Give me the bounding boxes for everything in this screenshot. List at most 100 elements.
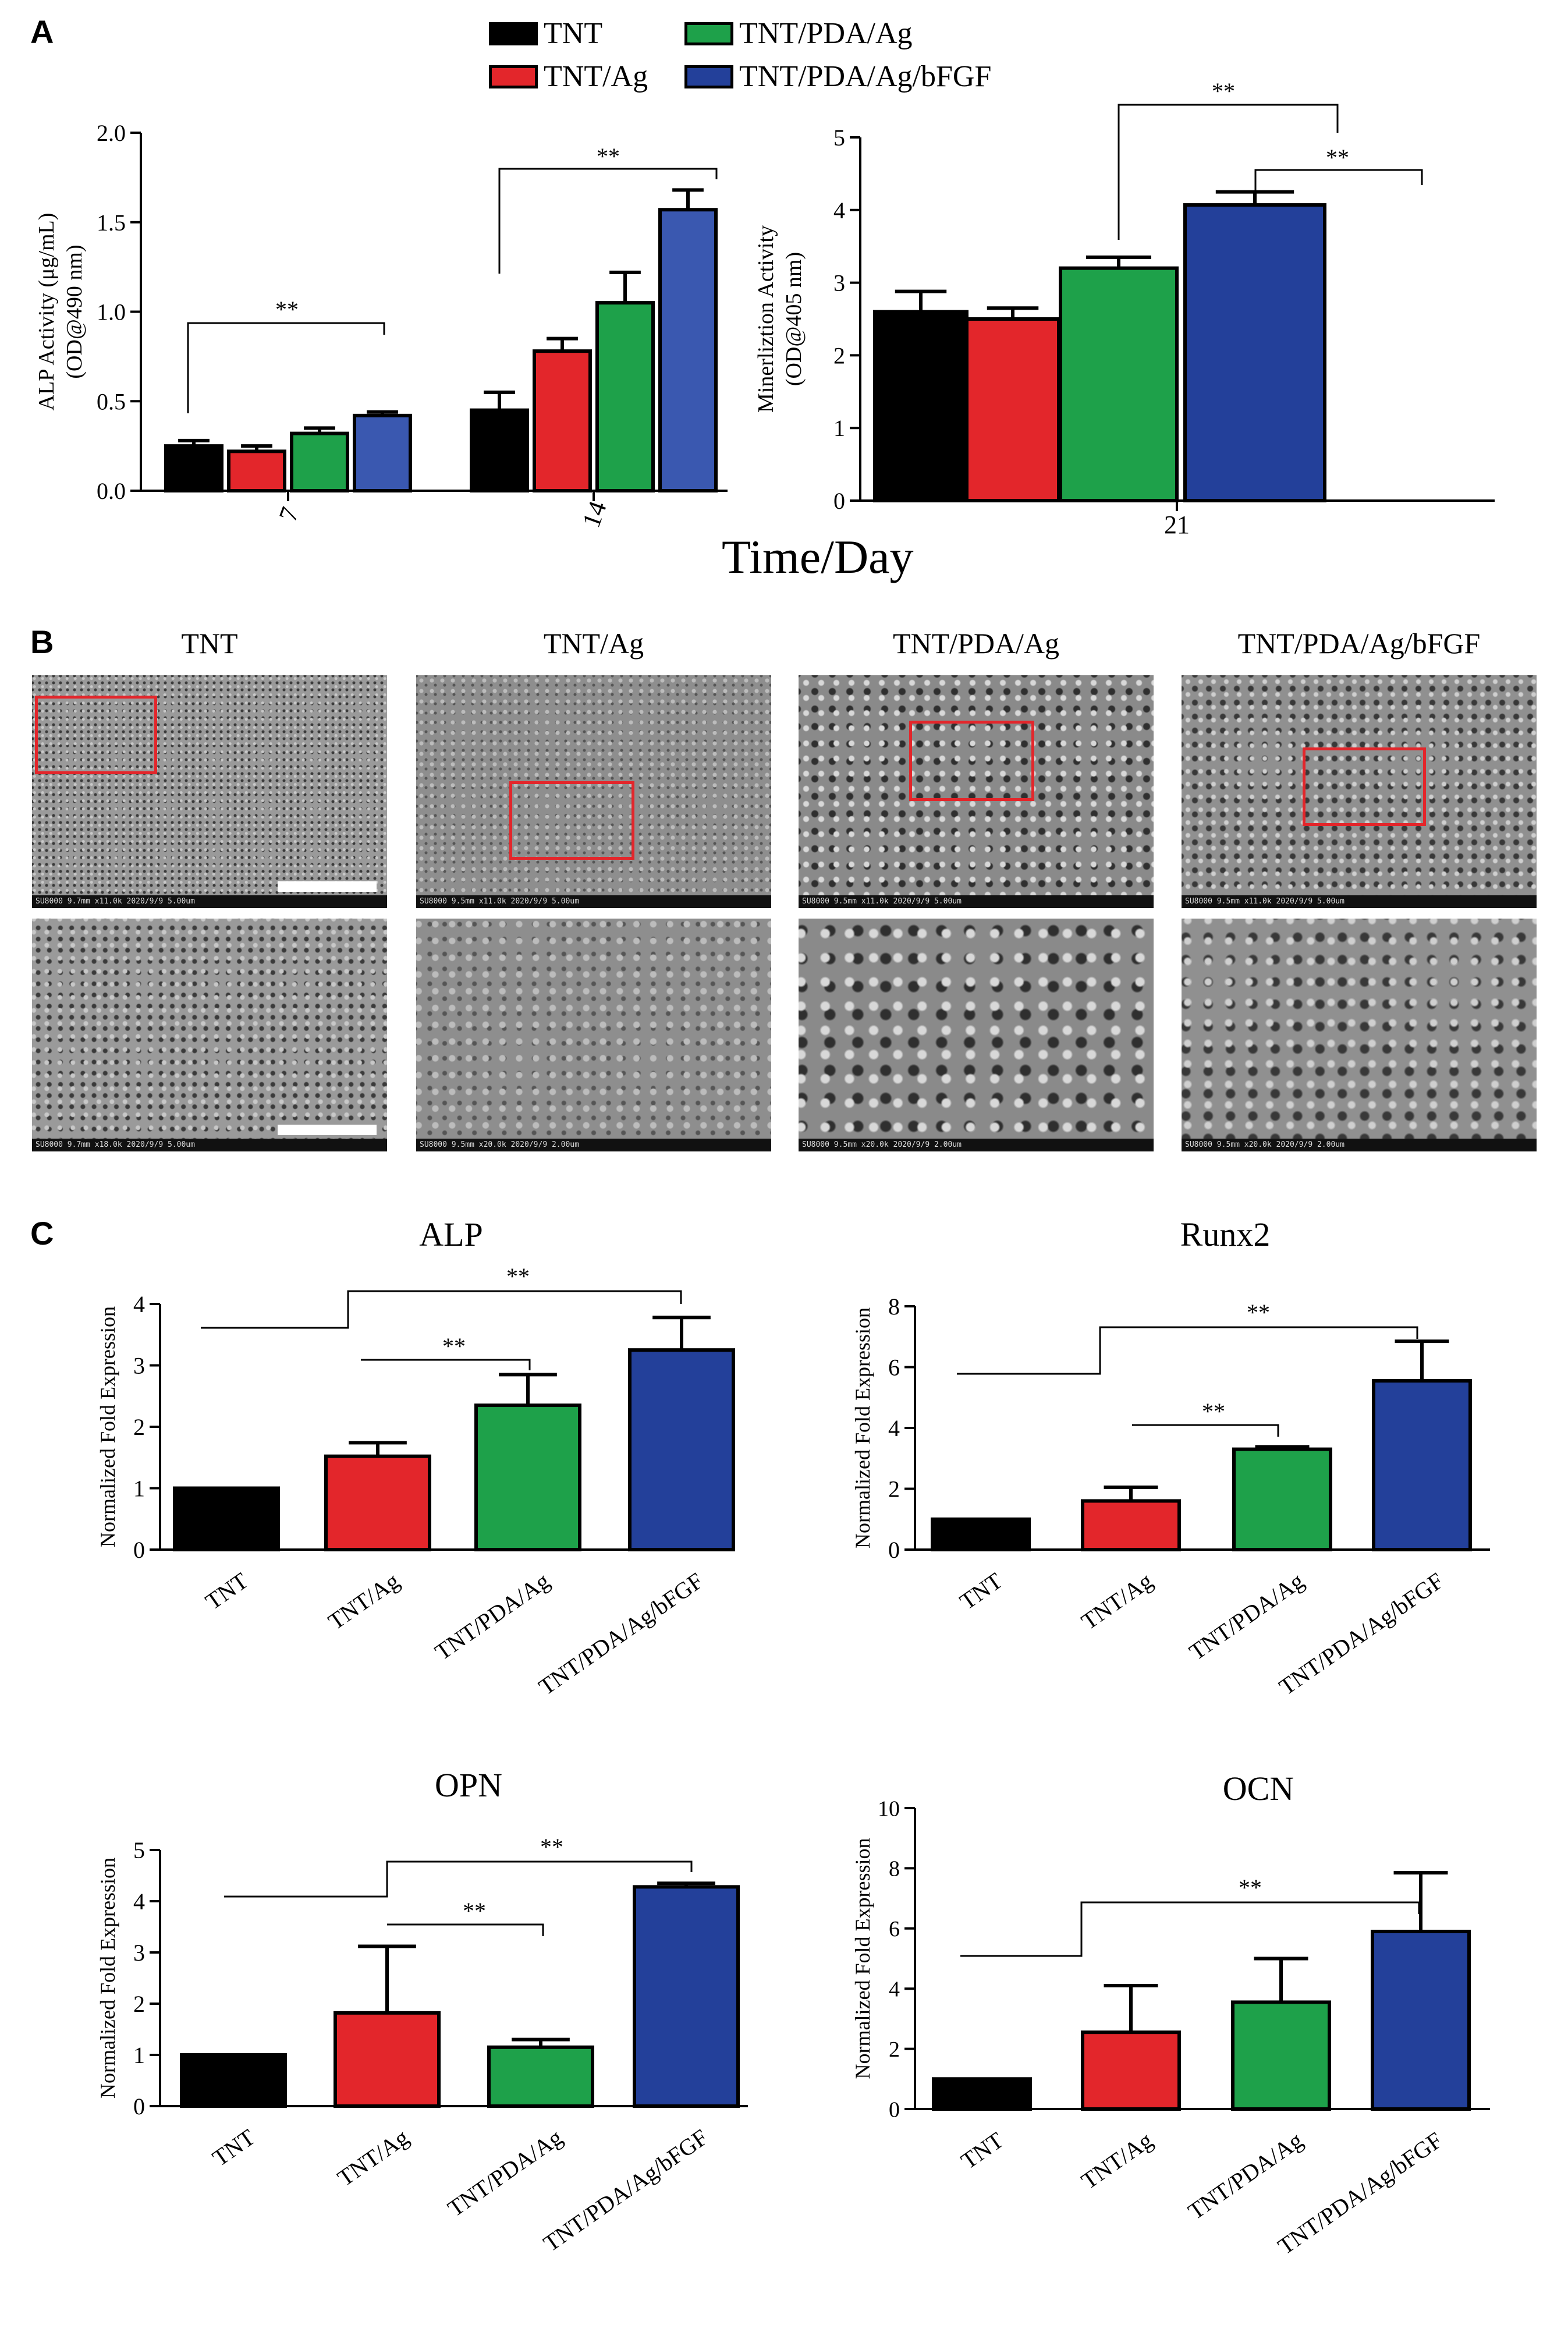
alp-activity-sig-bracket-day14-label: ** bbox=[597, 143, 620, 169]
opn-expression-xtick-label: TNT/PDA/Ag bbox=[443, 2124, 567, 2222]
ocn-expression-sig-bracket-1 bbox=[960, 1901, 1420, 1957]
sem-zoom-region bbox=[1303, 747, 1426, 826]
mineralization-ytick-label: 3 bbox=[833, 270, 845, 296]
sem-info-bar: SU8000 9.5mm x20.0k 2020/9/9 2.00um bbox=[799, 1139, 1154, 1151]
alp-expression-bar-tnt-pda-ag-bfgf bbox=[628, 1348, 735, 1551]
alp-expression-sig-bracket-2-label: ** bbox=[442, 1333, 466, 1359]
mineralization-ylabel: (OD@405 nm) bbox=[782, 252, 806, 386]
legend-item-tnt-pda-ag-bfgf: TNT/PDA/Ag/bFGF bbox=[684, 59, 991, 94]
sem-image-tnt-pda-ag-bottom: SU8000 9.5mm x20.0k 2020/9/9 2.00um bbox=[799, 919, 1154, 1151]
opn-expression-ytick-label: 1 bbox=[133, 2042, 145, 2068]
alp-expression-xtick-label: TNT/PDA/Ag bbox=[430, 1568, 554, 1665]
alp-activity-ytick-label: 1.0 bbox=[97, 299, 126, 325]
sem-image-tnt-bottom: SU8000 9.7mm x18.0k 2020/9/9 5.00um bbox=[32, 919, 387, 1151]
sem-texture bbox=[1182, 675, 1537, 908]
panel-label-b: B bbox=[30, 623, 54, 660]
alp-expression-title: ALP bbox=[419, 1215, 483, 1253]
sem-title-tnt: TNT bbox=[181, 627, 238, 660]
runx2-expression-ytick-label: 4 bbox=[888, 1415, 900, 1441]
bar-tnt-pda-ag-day-14 bbox=[595, 301, 655, 492]
alp-activity-xtick-label: 14 bbox=[577, 497, 612, 531]
ocn-expression-ytick-label: 8 bbox=[889, 1857, 900, 1881]
mineralization-sig-bracket-1-label: ** bbox=[1212, 78, 1235, 104]
legend-item-tnt-ag: TNT/Ag bbox=[489, 59, 648, 94]
legend-item-tnt: TNT bbox=[489, 16, 602, 51]
mineralization-sig-bracket-2-label: ** bbox=[1326, 144, 1349, 171]
runx2-expression-title: Runx2 bbox=[1180, 1215, 1271, 1253]
opn-expression-bar-tnt-pda-ag-bfgf bbox=[633, 1885, 740, 2108]
bar-tnt-pda-ag-bfgf-day-14 bbox=[658, 208, 718, 492]
sem-texture bbox=[416, 919, 771, 1151]
runx2-expression-sig-bracket-2 bbox=[1132, 1424, 1279, 1437]
sem-info-bar: SU8000 9.7mm x18.0k 2020/9/9 5.00um bbox=[32, 1139, 387, 1151]
alp-expression-ylabel: Normalized Fold Expression bbox=[96, 1306, 119, 1547]
alp-activity-ylabel: ALP Activity (μg/mL) bbox=[34, 213, 59, 411]
runx2-expression-ytick-label: 6 bbox=[888, 1355, 900, 1381]
opn-expression-ytick-label: 0 bbox=[133, 2093, 145, 2120]
alp-activity-sig-bracket-day14 bbox=[498, 168, 718, 274]
bar-tnt-day-7 bbox=[164, 444, 224, 492]
alp-activity-ytick-label: 2.0 bbox=[97, 120, 126, 146]
sem-title-tnt-pda-ag: TNT/PDA/Ag bbox=[892, 627, 1060, 660]
runx2-expression-sig-bracket-2-label: ** bbox=[1202, 1398, 1225, 1424]
opn-expression-sig-bracket-1 bbox=[224, 1860, 693, 1898]
sem-image-tnt-ag-top: SU8000 9.5mm x11.0k 2020/9/9 5.00um bbox=[416, 675, 771, 908]
ocn-expression-ylabel: Normalized Fold Expression bbox=[851, 1838, 874, 2079]
ocn-expression-sig-bracket-1-label: ** bbox=[1239, 1874, 1262, 1901]
sem-title-tnt-pda-ag-bfgf: TNT/PDA/Ag/bFGF bbox=[1237, 627, 1481, 660]
opn-expression-bar-tnt bbox=[180, 2053, 287, 2108]
ocn-expression-xtick-label: TNT bbox=[956, 2127, 1009, 2174]
bar-tnt-pda-ag-day-7 bbox=[290, 431, 349, 492]
panel-label-c: C bbox=[30, 1215, 54, 1252]
bar-tnt-pda-ag-bfgf-day-7 bbox=[353, 413, 412, 492]
alp-expression-sig-bracket-2 bbox=[361, 1359, 531, 1370]
x-axis-label-time-day: Time/Day bbox=[722, 530, 914, 583]
mineralization-xtick-label: 21 bbox=[1164, 511, 1190, 539]
mineralization-ylabel: Minerliztion Activity bbox=[754, 225, 778, 413]
opn-expression-xtick-label: TNT/Ag bbox=[333, 2124, 414, 2192]
alp-expression-xtick-label: TNT/Ag bbox=[324, 1568, 405, 1635]
sem-image-tnt-pda-ag-top: SU8000 9.5mm x11.0k 2020/9/9 5.00um bbox=[799, 675, 1154, 908]
sem-texture bbox=[32, 919, 387, 1151]
alp-activity-sig-bracket-day7-label: ** bbox=[275, 296, 299, 322]
opn-expression-ytick-label: 4 bbox=[133, 1888, 145, 1915]
mineralization-ytick-label: 0 bbox=[833, 488, 845, 514]
legend-swatch bbox=[489, 65, 538, 88]
mineralization-ytick-label: 2 bbox=[833, 342, 845, 368]
ocn-expression-bar-tnt bbox=[932, 2077, 1032, 2111]
legend-swatch bbox=[684, 65, 733, 88]
runx2-expression-xtick-label: TNT bbox=[955, 1568, 1008, 1615]
opn-expression-bar-tnt-pda-ag bbox=[487, 2045, 594, 2108]
alp-expression-ytick-label: 1 bbox=[133, 1476, 145, 1502]
sem-image-tnt-top: SU8000 9.7mm x11.0k 2020/9/9 5.00um bbox=[32, 675, 387, 908]
sem-info-bar: SU8000 9.5mm x20.0k 2020/9/9 2.00um bbox=[1182, 1139, 1537, 1151]
opn-expression-xtick-label: TNT bbox=[208, 2124, 260, 2171]
alp-activity-ylabel: (OD@490 nm) bbox=[62, 244, 87, 378]
alp-activity-xtick-label: 7 bbox=[274, 504, 305, 525]
bar-tnt-ag-day-21 bbox=[965, 317, 1060, 502]
opn-expression-bar-tnt-ag bbox=[334, 2011, 441, 2108]
ocn-expression-xtick-label: TNT/Ag bbox=[1077, 2127, 1158, 2195]
opn-expression-ytick-label: 5 bbox=[133, 1837, 145, 1863]
legend-swatch bbox=[489, 22, 538, 45]
alp-activity-ytick-label: 1.5 bbox=[97, 210, 126, 236]
runx2-expression-xtick-label: TNT/Ag bbox=[1077, 1568, 1158, 1635]
sem-title-tnt-ag: TNT/Ag bbox=[543, 627, 644, 660]
sem-image-tnt-ag-bottom: SU8000 9.5mm x20.0k 2020/9/9 2.00um bbox=[416, 919, 771, 1151]
sem-texture bbox=[32, 675, 387, 908]
sem-image-tnt-pda-ag-bfgf-bottom: SU8000 9.5mm x20.0k 2020/9/9 2.00um bbox=[1182, 919, 1537, 1151]
alp-expression-bar-tnt-ag bbox=[324, 1454, 431, 1551]
bar-tnt-pda-ag-day-21 bbox=[1059, 266, 1179, 502]
alp-expression-xtick-label: TNT/PDA/Ag/bFGF bbox=[534, 1568, 708, 1700]
bar-tnt-ag-day-14 bbox=[533, 349, 592, 493]
sem-info-bar: SU8000 9.7mm x11.0k 2020/9/9 5.00um bbox=[32, 895, 387, 908]
runx2-expression-ytick-label: 2 bbox=[888, 1476, 900, 1502]
ocn-expression-ytick-label: 2 bbox=[889, 2037, 900, 2062]
sem-info-bar: SU8000 9.5mm x11.0k 2020/9/9 5.00um bbox=[1182, 895, 1537, 908]
ocn-expression-bar-tnt-ag bbox=[1081, 2030, 1181, 2111]
ocn-expression-bar-tnt-pda-ag bbox=[1231, 2000, 1331, 2111]
alp-expression-ytick-label: 0 bbox=[133, 1537, 145, 1563]
alp-activity-sig-bracket-day7 bbox=[187, 322, 385, 413]
mineralization-sig-bracket-2 bbox=[1254, 169, 1423, 201]
